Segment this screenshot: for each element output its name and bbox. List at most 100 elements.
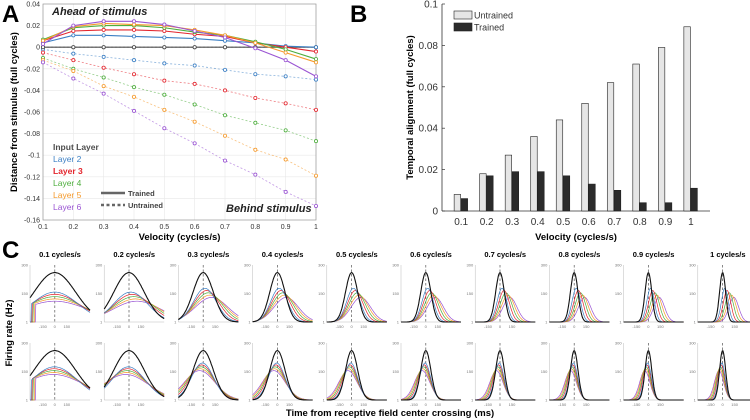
x-tick-label: 150 <box>434 324 441 329</box>
subplot-trained-6: 1 150 300 -150 0 150 <box>467 341 536 407</box>
y-tick-label: 150 <box>244 369 251 374</box>
data-point <box>313 77 318 82</box>
subplot-title: 0.9 cycles/s <box>633 250 675 259</box>
data-point <box>313 45 318 50</box>
x-tick-label: -150 <box>707 324 716 329</box>
x-tick-label: 0 <box>573 324 576 329</box>
curve-layer-5 <box>178 368 239 400</box>
subplot-untrained-9: 1 150 300 -150 0 150 <box>689 263 750 329</box>
legend-label-trained: Trained <box>474 23 504 33</box>
x-tick-label: 0.5 <box>159 224 169 231</box>
data-point <box>101 45 106 50</box>
data-point <box>222 113 227 118</box>
x-tick-label: 0.9 <box>281 224 291 231</box>
y-tick-label: 0 <box>432 207 438 218</box>
y-tick-label: 1 <box>100 320 103 325</box>
subplot-title: 0.5 cycles/s <box>336 250 378 259</box>
curve-layer-6 <box>30 300 91 323</box>
y-tick-label: 300 <box>689 341 696 346</box>
x-tick-label: 150 <box>657 324 664 329</box>
data-point <box>162 45 167 50</box>
x-tick-label: 0.6 <box>582 217 596 228</box>
bar-untrained <box>658 47 666 212</box>
data-point <box>192 102 197 107</box>
curve-layer-5 <box>30 298 91 323</box>
data-point <box>222 45 227 50</box>
y-tick-label: 300 <box>392 341 399 346</box>
y-tick-label: 1 <box>26 398 29 403</box>
bar-trained <box>460 198 468 212</box>
series-layer-5-untrained <box>41 58 318 178</box>
x-tick-label: 150 <box>731 402 738 407</box>
subplot-trained-7: 1 150 300 -150 0 150 <box>541 341 610 407</box>
x-tick-label: 150 <box>63 402 70 407</box>
y-tick-label: 150 <box>96 291 103 296</box>
data-point <box>313 203 318 208</box>
y-tick-label: 0.02 <box>419 165 439 176</box>
x-tick-label: 150 <box>583 324 590 329</box>
bar-untrained <box>453 194 461 212</box>
x-tick-label: -150 <box>336 324 345 329</box>
data-point <box>131 108 136 113</box>
data-point <box>41 41 46 46</box>
y-tick-label: -0.04 <box>24 88 40 95</box>
x-axis-label: Time from receptive field center crossin… <box>286 408 494 419</box>
x-axis-label: Velocity (cycles/s) <box>535 232 617 243</box>
curve-layer-5 <box>104 298 165 314</box>
y-tick-label: 150 <box>392 291 399 296</box>
data-point <box>101 75 106 80</box>
x-tick-label: 150 <box>286 402 293 407</box>
y-tick-label: 150 <box>21 369 28 374</box>
data-point <box>162 22 167 27</box>
bar-untrained <box>632 63 640 212</box>
x-tick-label: 0.3 <box>99 224 109 231</box>
x-tick-label: 0 <box>128 402 131 407</box>
data-point <box>253 72 258 77</box>
y-tick-label: 1 <box>397 320 400 325</box>
series-layer-2-untrained <box>41 47 318 82</box>
curve-layer-6 <box>178 297 239 320</box>
data-point <box>41 38 46 43</box>
curve-input-layer <box>401 272 461 323</box>
y-tick-label: 1 <box>545 320 548 325</box>
data-point <box>283 58 288 63</box>
series-line <box>42 61 317 207</box>
x-tick-label: 0 <box>721 324 724 329</box>
x-tick-label: 150 <box>360 324 367 329</box>
y-tick-label: 150 <box>318 291 325 296</box>
data-point <box>253 40 258 45</box>
legend-trained-label: Trained <box>128 189 155 198</box>
y-tick-label: -0.1 <box>28 153 40 160</box>
panel-label-b: B <box>350 1 367 28</box>
data-point <box>222 35 227 40</box>
x-tick-label: -150 <box>113 324 122 329</box>
curve-layer-2 <box>103 366 165 398</box>
data-point <box>283 50 288 55</box>
y-tick-label: 0.04 <box>26 2 40 9</box>
curve-input-layer <box>326 350 387 401</box>
data-point <box>222 158 227 163</box>
curve-layer-3 <box>178 290 239 322</box>
x-tick-label: -150 <box>707 402 716 407</box>
data-point <box>101 54 106 59</box>
bar-untrained <box>479 173 487 212</box>
data-point <box>131 94 136 99</box>
subplot-untrained-8: 1 150 300 -150 0 150 <box>615 263 684 329</box>
y-tick-label: 1 <box>323 320 326 325</box>
y-tick-label: -0.02 <box>24 66 40 73</box>
data-point <box>41 60 46 65</box>
y-tick-label: 1 <box>248 320 251 325</box>
y-tick-label: 300 <box>318 263 325 268</box>
legend-label-untrained: Untrained <box>474 11 513 21</box>
series-layer-6-untrained <box>41 60 318 208</box>
x-tick-label: 0 <box>202 324 205 329</box>
y-tick-label: 300 <box>21 341 28 346</box>
data-point <box>162 107 167 112</box>
curve-input-layer <box>252 350 313 401</box>
curve-input-layer <box>103 350 165 398</box>
y-tick-label: 1 <box>100 398 103 403</box>
curve-input-layer <box>475 350 536 401</box>
subplot-untrained-1: 1 150 300 -150 0 150 <box>96 263 165 329</box>
x-tick-label: 0 <box>425 324 428 329</box>
